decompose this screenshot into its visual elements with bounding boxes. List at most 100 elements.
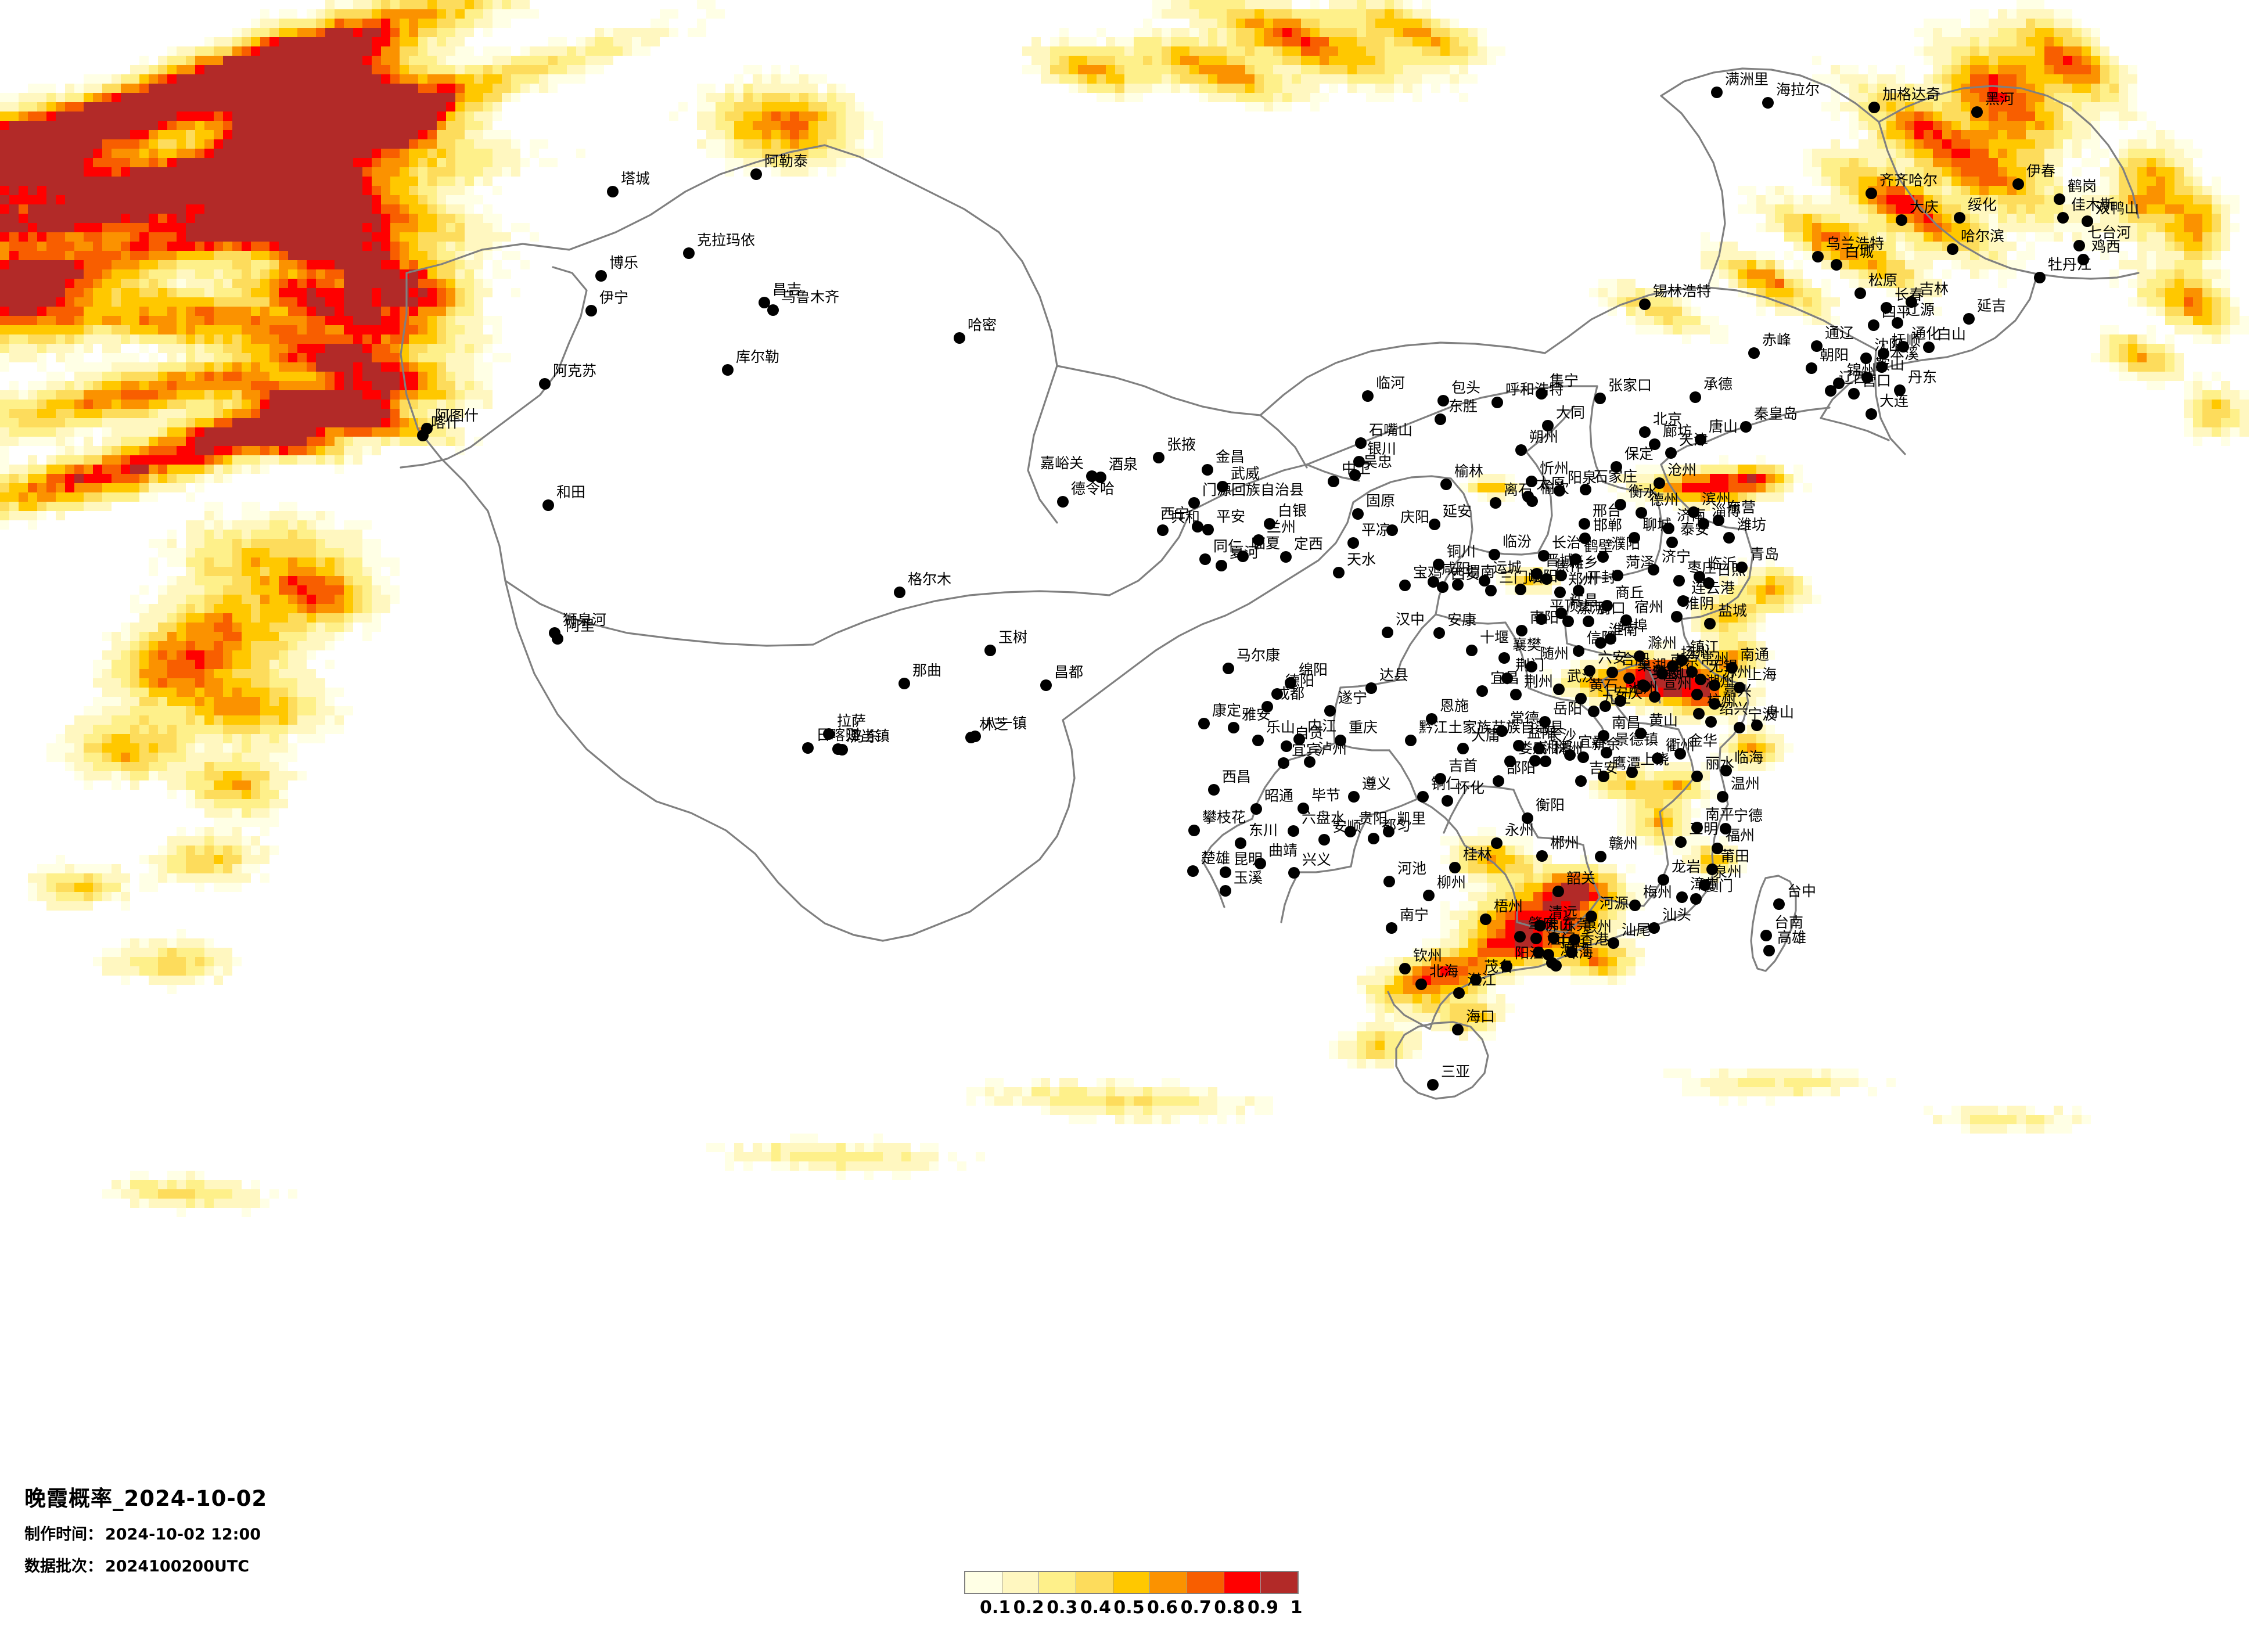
station-dot-icon (1690, 893, 1702, 905)
station-dot-icon (1906, 296, 1917, 308)
station-label: 遵义 (1362, 775, 1392, 792)
station-label: 和田 (556, 484, 586, 501)
station-label: 滁州 (1648, 635, 1677, 652)
station-dot-icon (1615, 499, 1626, 510)
station-label: 汕尾 (1622, 922, 1651, 938)
station-dot-icon (1615, 695, 1626, 707)
station-dot-icon (1667, 660, 1678, 672)
station-dot-icon (1496, 725, 1508, 737)
station-label: 芜湖 (1653, 665, 1683, 682)
station-dot-icon (1335, 735, 1346, 746)
station-label: 绵阳 (1299, 661, 1328, 678)
station-label: 赤峰 (1762, 332, 1792, 348)
colorbar-tick-0.7: 0.7 (1180, 1598, 1212, 1618)
station-label: 那曲 (912, 662, 942, 679)
station-dot-icon (1489, 549, 1500, 560)
station-label: 朝阳 (1820, 347, 1849, 364)
station-label: 上海 (1748, 666, 1777, 683)
station-dot-icon (1529, 755, 1541, 767)
station-dot-icon (1629, 900, 1641, 911)
station-dot-icon (1514, 931, 1526, 942)
station-dot-icon (1253, 534, 1264, 546)
station-label: 东莞 (1562, 916, 1591, 933)
station-dot-icon (1751, 720, 1763, 731)
station-dot-icon (1831, 259, 1842, 271)
station-label: 梅州 (1643, 884, 1673, 901)
station-label: 宜春 (1578, 733, 1608, 750)
station-label: 满洲里 (1725, 71, 1769, 88)
station-label: 扬州 (1681, 645, 1710, 661)
station-label: 凯里 (1397, 810, 1426, 827)
station-dot-icon (1188, 497, 1200, 509)
station-label: 金昌 (1216, 448, 1245, 465)
station-dot-icon (1548, 932, 1559, 944)
station-dot-icon (1601, 747, 1612, 758)
station-dot-icon (1894, 384, 1906, 396)
station-label: 开封 (1587, 569, 1616, 586)
station-dot-icon (1382, 627, 1393, 638)
station-dot-icon (1288, 825, 1299, 837)
station-label: 东胜 (1448, 398, 1478, 415)
station-dot-icon (1220, 885, 1231, 897)
station-label: 晋城 (1545, 552, 1575, 569)
station-label: 商丘 (1615, 584, 1645, 601)
station-label: 兴义 (1302, 851, 1332, 868)
station-dot-icon (1533, 947, 1544, 958)
station-dot-icon (1192, 521, 1203, 533)
station-dot-icon (1449, 862, 1461, 873)
data-batch-label: 数据批次： (24, 1557, 103, 1576)
station-label: 包头 (1451, 379, 1481, 396)
station-label: 武汉 (1567, 668, 1597, 685)
station-label: 宜昌 (1490, 670, 1520, 686)
station-label: 乌兰浩特 (1826, 235, 1885, 252)
station-label: 吴忠 (1363, 454, 1393, 470)
station-dot-icon (1235, 837, 1246, 849)
station-dot-icon (1699, 879, 1710, 891)
station-dot-icon (1876, 361, 1888, 373)
station-dot-icon (1515, 444, 1527, 456)
station-label: 运城 (1493, 559, 1522, 576)
station-label: 池州 (1629, 679, 1658, 696)
station-label: 阿里 (566, 617, 595, 634)
station-dot-icon (1429, 519, 1440, 530)
station-dot-icon (1202, 464, 1213, 476)
station-dot-icon (1575, 693, 1587, 704)
station-dot-icon (1526, 495, 1538, 507)
station-dot-icon (1546, 957, 1558, 969)
station-label: 牡丹江 (2048, 256, 2092, 273)
station-label: 榆林 (1454, 463, 1484, 480)
station-dot-icon (2073, 240, 2085, 251)
station-dot-icon (1386, 922, 1397, 934)
station-dot-icon (1868, 319, 1879, 331)
station-label: 济宁 (1662, 548, 1691, 565)
station-dot-icon (2034, 272, 2046, 283)
station-label: 昭通 (1264, 787, 1294, 804)
station-dot-icon (1573, 585, 1584, 596)
station-label: 漯河 (1576, 600, 1606, 617)
station-dot-icon (1712, 843, 1723, 854)
station-dot-icon (1485, 585, 1497, 596)
station-dot-icon (1971, 106, 1983, 118)
station-dot-icon (1427, 1079, 1439, 1091)
station-label: 塔城 (621, 170, 650, 187)
station-label: 鸡西 (2091, 238, 2121, 255)
station-dot-icon (1250, 803, 1262, 815)
station-label: 日喀则 (816, 726, 860, 743)
station-dot-icon (984, 645, 996, 656)
station-label: 大庸 (1471, 727, 1501, 744)
station-label: 龙岩 (1672, 858, 1701, 875)
station-label: 马鞍山 (1651, 664, 1695, 681)
station-label: 黑河 (1985, 91, 2015, 107)
station-dot-icon (1552, 886, 1564, 897)
station-dot-icon (1665, 447, 1677, 459)
station-label: 海拉尔 (1776, 81, 1820, 98)
station-label: 承德 (1703, 376, 1733, 393)
colorbar-tick-0.2: 0.2 (1013, 1598, 1044, 1618)
production-time-row: 制作时间： 2024-10-02 12:00 (24, 1521, 267, 1544)
station-dot-icon (1271, 688, 1283, 700)
station-label: 南通 (1740, 646, 1770, 663)
station-label: 临沂 (1708, 555, 1737, 572)
station-label: 锡林浩特 (1653, 283, 1712, 300)
station-dot-icon (1348, 791, 1360, 803)
station-dot-icon (1854, 287, 1866, 299)
